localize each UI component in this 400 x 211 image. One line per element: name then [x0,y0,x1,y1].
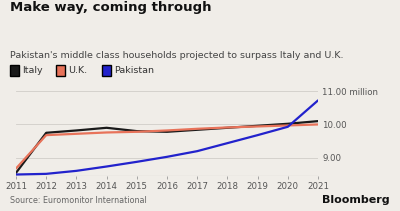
Text: Pakistan: Pakistan [114,66,154,75]
Text: Source: Euromonitor International: Source: Euromonitor International [10,196,147,205]
Text: Bloomberg: Bloomberg [322,195,390,205]
Text: Italy: Italy [22,66,43,75]
Text: Make way, coming through: Make way, coming through [10,1,212,14]
Text: U.K.: U.K. [68,66,87,75]
Text: Pakistan's middle class households projected to surpass Italy and U.K.: Pakistan's middle class households proje… [10,51,344,60]
